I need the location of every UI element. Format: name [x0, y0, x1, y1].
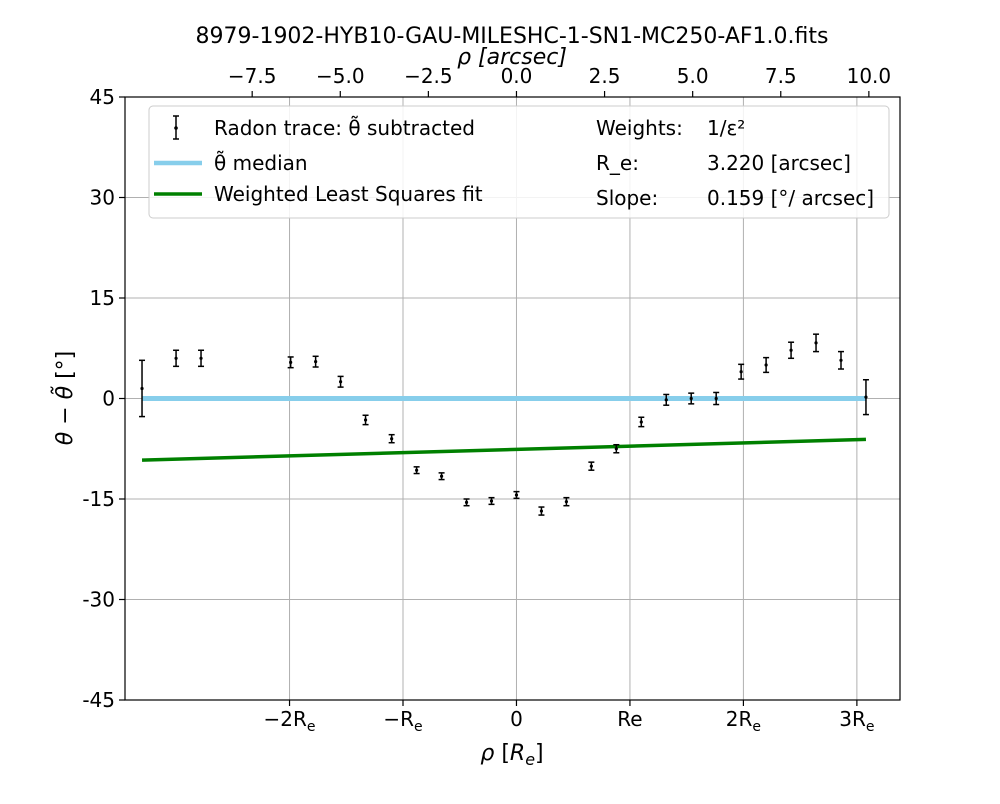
top-x-tick-label: 0.0	[501, 64, 533, 88]
data-point	[413, 466, 420, 475]
top-axis-label: ρ [arcsec]	[457, 45, 567, 70]
top-x-tick-label: −2.5	[404, 64, 453, 88]
top-x-tick-label: −5.0	[316, 64, 365, 88]
top-x-tick-label: 5.0	[677, 64, 709, 88]
y-tick-label: -30	[82, 588, 115, 612]
data-point	[613, 443, 620, 454]
x-tick-label: −Re	[383, 707, 422, 735]
data-point	[337, 375, 344, 388]
series-lines	[141, 396, 867, 462]
y-tick-label: -15	[82, 487, 115, 511]
data-point	[788, 341, 795, 360]
data-point	[312, 355, 319, 368]
x-tick-label: −2Re	[264, 707, 316, 735]
axis-ticks: −2Re −Re 0 Re 2Re 3Re −7.5 −5.0 −2.5 0.0 2.5 5.0 7.5…	[82, 64, 891, 735]
y-tick-label: 30	[90, 186, 115, 210]
top-x-tick-label: 7.5	[765, 64, 797, 88]
data-point	[862, 378, 869, 416]
x-tick-label: 0	[510, 707, 523, 731]
data-point	[388, 433, 395, 444]
legend-box	[148, 105, 890, 219]
data-point	[588, 461, 595, 471]
slope-value: 0.159 [°/ arcsec]	[707, 186, 874, 210]
top-x-tick-label: −7.5	[228, 64, 277, 88]
data-point	[538, 506, 545, 516]
data-point	[763, 356, 770, 374]
legend: Radon trace: θ̃ subtracted θ̃ median Wei…	[148, 105, 890, 219]
data-point	[513, 490, 520, 500]
top-x-tick-label: 2.5	[589, 64, 621, 88]
errorbar-series	[139, 333, 869, 516]
top-x-tick-label: 10.0	[847, 64, 892, 88]
x-tick-label: 3Re	[839, 707, 874, 735]
legend-label-median: θ̃ median	[214, 150, 308, 175]
data-point	[362, 414, 369, 426]
data-point	[738, 363, 745, 380]
x-tick-label: Re	[617, 707, 642, 731]
y-tick-label: 15	[90, 286, 115, 310]
data-point	[287, 356, 294, 369]
fit-line	[141, 437, 867, 462]
re-value: 3.220 [arcsec]	[707, 151, 851, 175]
data-point	[837, 350, 844, 370]
weights-value: 1/ε²	[707, 116, 745, 140]
data-point	[713, 391, 720, 406]
data-point	[139, 359, 146, 418]
data-point	[813, 333, 820, 353]
re-label: R_e:	[596, 151, 639, 175]
data-point	[198, 349, 205, 368]
slope-label: Slope:	[596, 186, 658, 210]
weights-label: Weights:	[596, 116, 683, 140]
data-point	[173, 349, 180, 368]
data-point	[438, 472, 445, 481]
data-point	[488, 496, 495, 506]
data-point	[688, 392, 695, 405]
legend-label-radon: Radon trace: θ̃ subtracted	[214, 115, 475, 140]
y-tick-label: 0	[102, 387, 115, 411]
x-axis-label: ρ [Re]	[480, 741, 543, 769]
legend-label-fit: Weighted Least Squares fit	[214, 182, 483, 206]
x-tick-label: 2Re	[726, 707, 761, 735]
y-tick-label: 45	[90, 85, 115, 109]
data-point	[638, 416, 645, 428]
chart-title: 8979-1902-HYB10-GAU-MILESHC-1-SN1-MC250-…	[196, 24, 829, 49]
data-point	[563, 496, 570, 507]
y-tick-label: -45	[82, 688, 115, 712]
y-axis-label: θ − θ̃ [°]	[50, 351, 78, 446]
data-point	[663, 393, 670, 406]
data-point	[463, 498, 470, 507]
legend-errorbar-swatch	[173, 115, 179, 140]
